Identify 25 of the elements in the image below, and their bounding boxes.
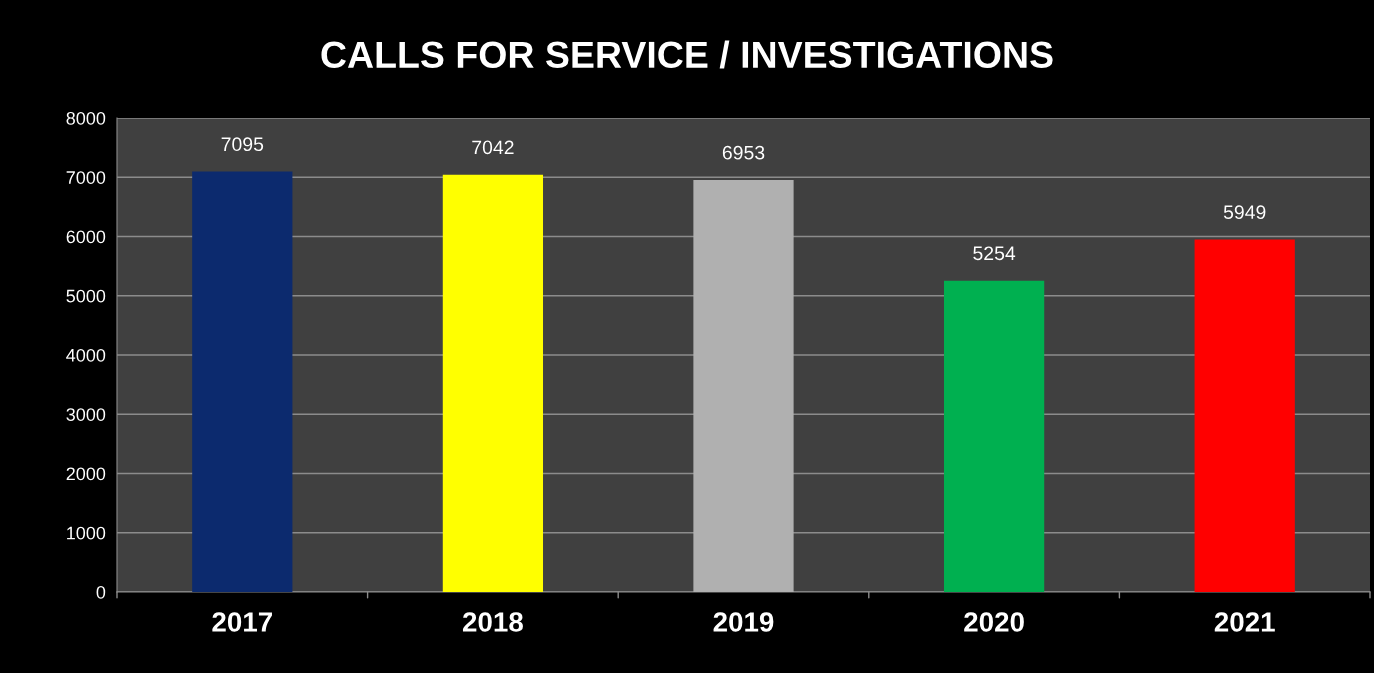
data-label: 7095: [221, 137, 264, 152]
y-tick-label: 7000: [66, 171, 106, 184]
y-tick-label: 1000: [67, 526, 106, 540]
x-tick-label: 2021: [1214, 612, 1275, 632]
bar: [192, 171, 293, 592]
y-tick-label: 0: [96, 585, 106, 599]
y-tick-label: 5000: [66, 289, 106, 303]
bar: [943, 280, 1045, 592]
y-tick-label: 3000: [66, 408, 106, 421]
bar: [442, 174, 544, 592]
data-label: 5949: [1223, 205, 1266, 220]
y-tick-label: 4000: [66, 348, 106, 362]
y-tick-label: 6000: [66, 230, 106, 244]
x-tick-label: 2018: [462, 612, 523, 632]
bar: [693, 180, 794, 592]
x-tick-label: 2017: [212, 612, 272, 632]
data-label: 5254: [973, 246, 1016, 261]
x-tick-label: 2020: [964, 612, 1024, 632]
data-label: 6953: [722, 145, 765, 160]
y-tick-label: 2000: [66, 467, 106, 481]
bar: [1194, 239, 1295, 592]
x-tick-label: 2019: [713, 612, 774, 632]
y-tick-label: 8000: [66, 111, 106, 125]
data-label: 7042: [472, 140, 514, 155]
chart-title: CALLS FOR SERVICE / INVESTIGATIONS: [321, 40, 1053, 69]
